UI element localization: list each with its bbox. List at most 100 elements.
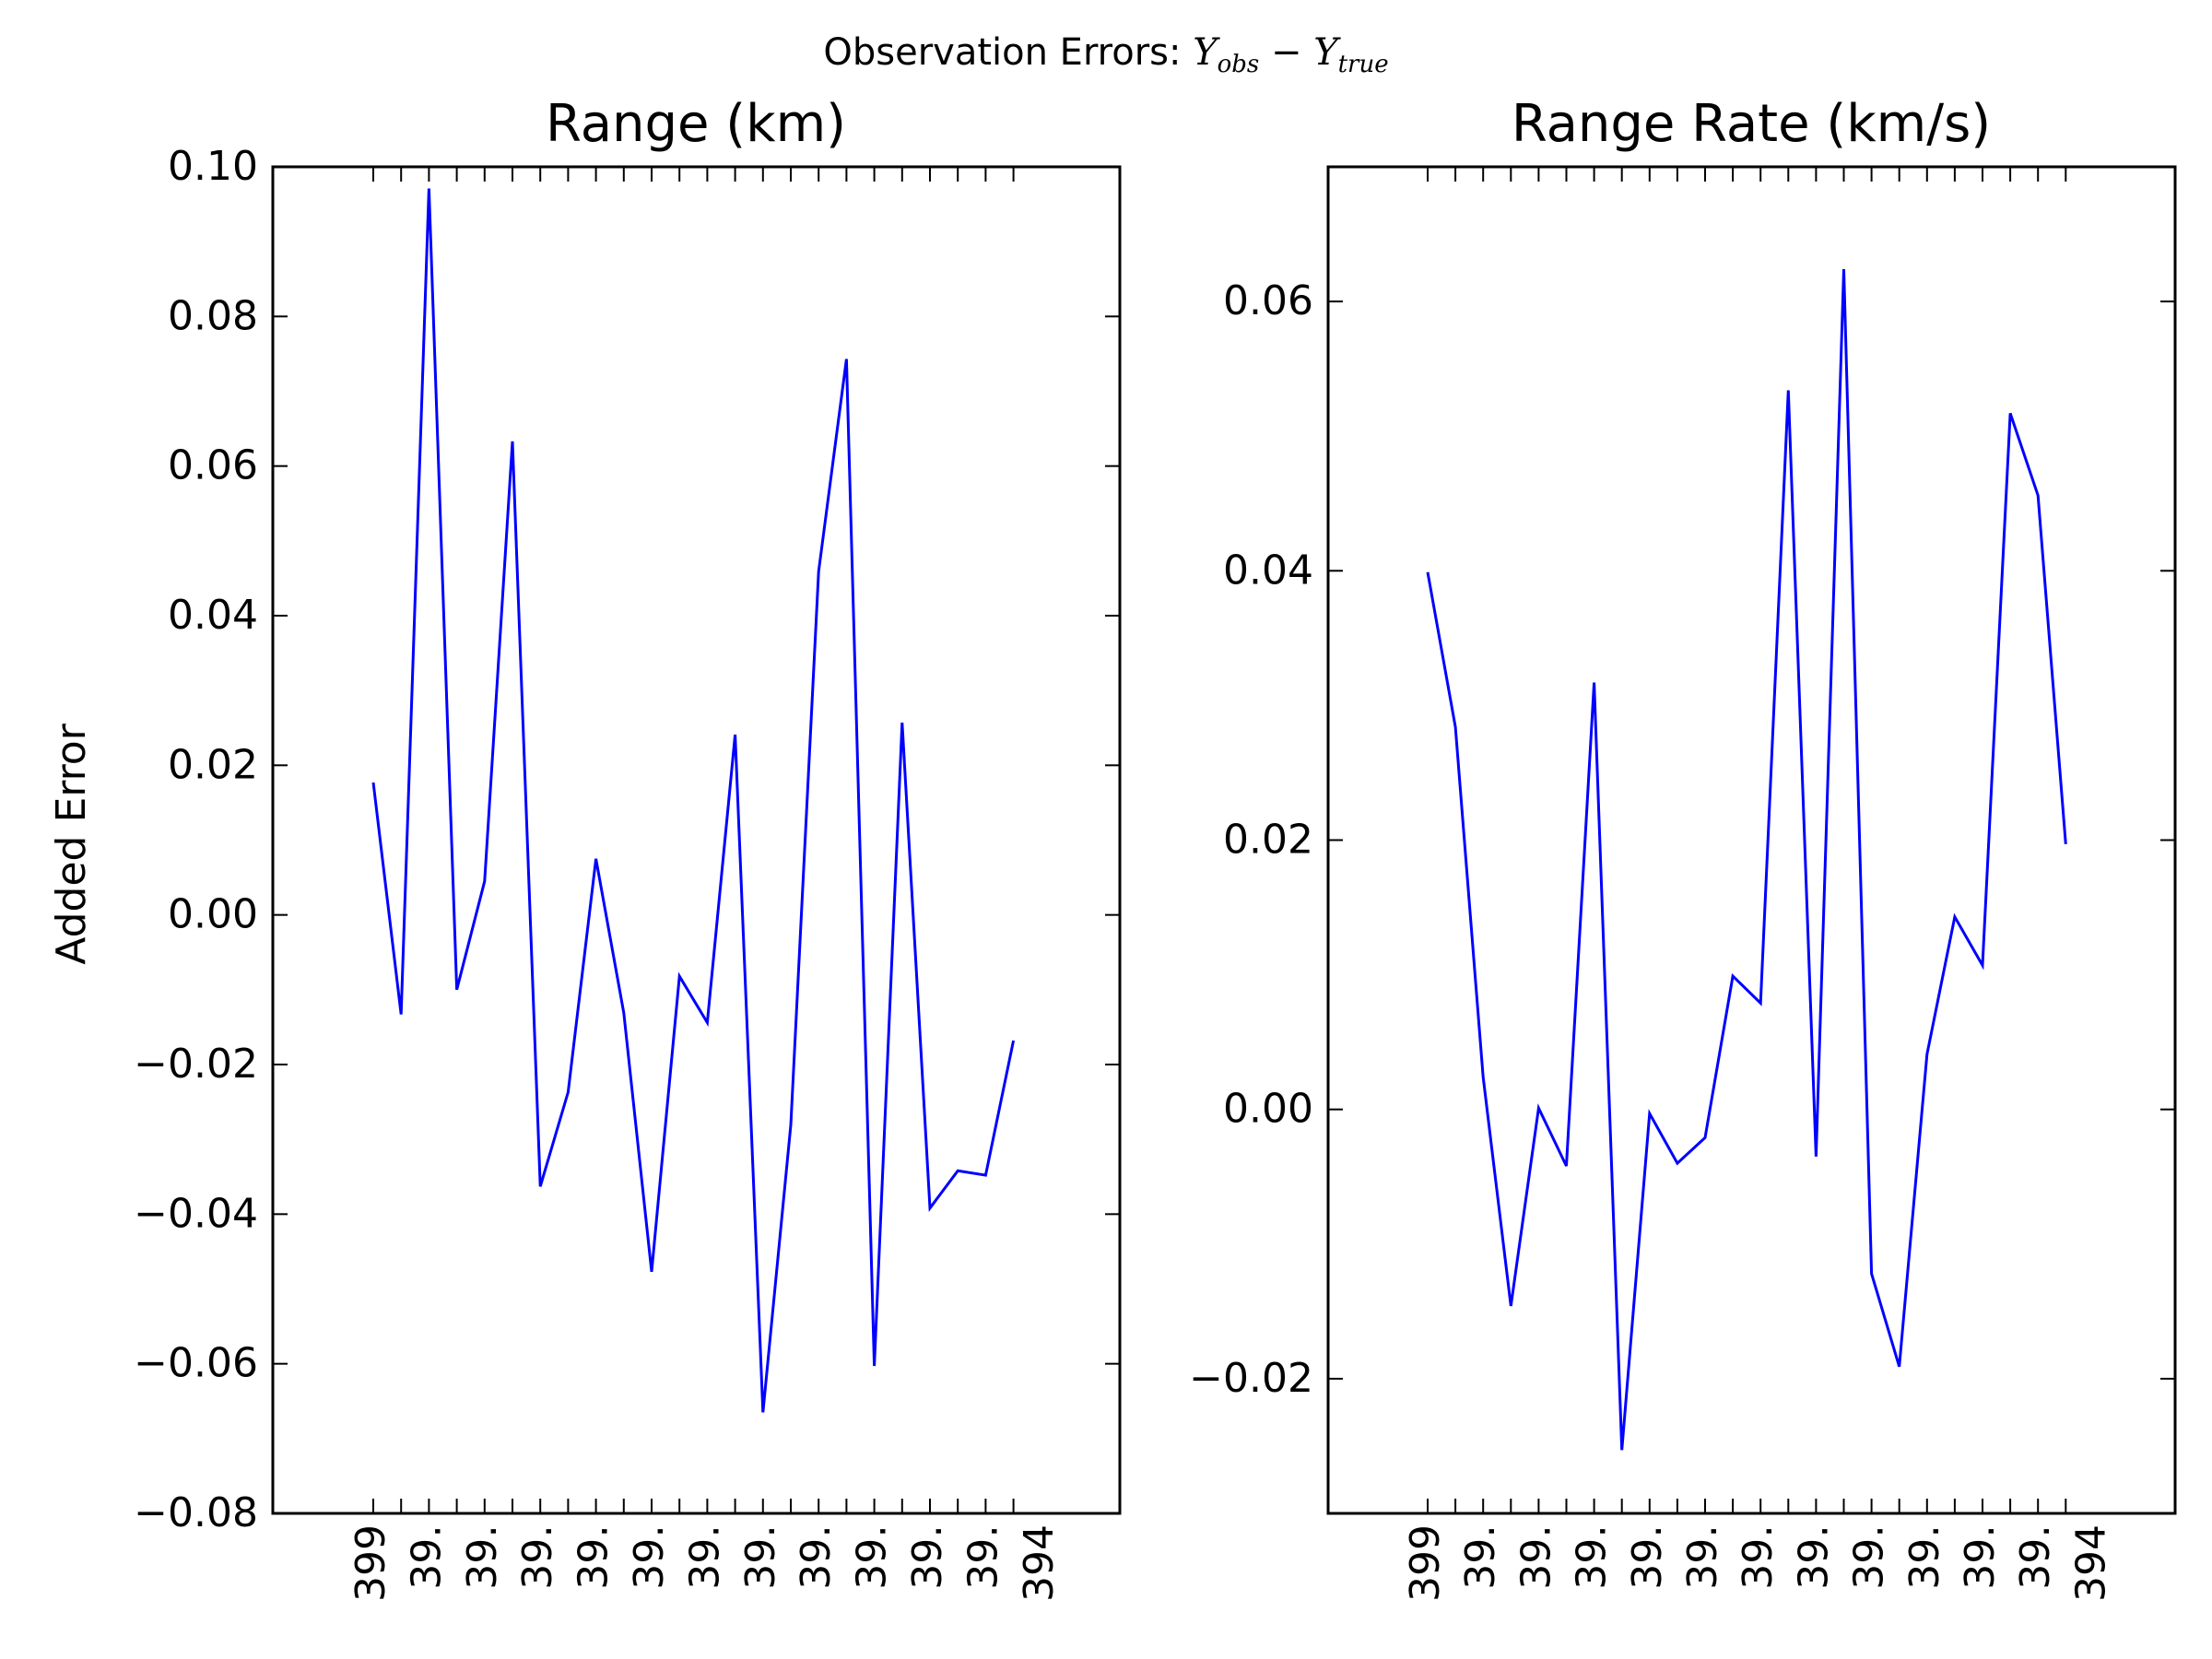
range-rate-data-point bbox=[1731, 974, 1735, 978]
range-rate-ytick-label: −0.02 bbox=[1189, 1355, 1313, 1402]
suptitle-math-a: Y bbox=[1193, 31, 1220, 74]
range-rate-error-points bbox=[1426, 267, 2067, 1452]
range-data-point bbox=[427, 187, 430, 191]
range-rate-xtick-label: 399 bbox=[1402, 1524, 1449, 1602]
range-rate-xtick-label: 39․ bbox=[1512, 1524, 1559, 1590]
range-subplot: Range (km) Added Error −0.08 −0.06 −0.04 −0… bbox=[48, 94, 1122, 1602]
range-ytick-label: 0.02 bbox=[168, 741, 258, 788]
range-xtick-label: 399 bbox=[347, 1524, 394, 1602]
range-data-point bbox=[928, 1206, 932, 1210]
range-rate-data-point bbox=[2064, 842, 2067, 846]
range-data-point bbox=[622, 1011, 626, 1015]
range-ytick-label: 0.04 bbox=[168, 592, 258, 639]
range-rate-xtick-label: 39․ bbox=[1457, 1524, 1504, 1590]
range-rate-xtick-label: 39․ bbox=[1790, 1524, 1837, 1590]
suptitle-prefix: Observation Errors: bbox=[823, 31, 1193, 74]
range-rate-data-point bbox=[2036, 493, 2040, 497]
range-data-point bbox=[538, 1184, 542, 1188]
suptitle-math-b-sub: true bbox=[1338, 51, 1389, 78]
range-ytick-label: 0.00 bbox=[168, 891, 258, 938]
range-data-point bbox=[844, 358, 848, 361]
range-rate-data-point bbox=[1676, 1161, 1679, 1165]
range-data-point bbox=[956, 1169, 959, 1172]
figure-suptitle: Observation Errors: Yobs − Ytrue bbox=[823, 31, 1388, 78]
range-rate-data-point bbox=[1981, 963, 1984, 967]
range-rate-data-point bbox=[1426, 571, 1430, 574]
range-data-point bbox=[677, 974, 681, 978]
range-data-point bbox=[983, 1173, 987, 1177]
range-xtick-label: 39․ bbox=[737, 1524, 784, 1590]
range-rate-ytick-label: 0.04 bbox=[1223, 547, 1313, 594]
range-data-point bbox=[705, 1021, 709, 1025]
range-rate-data-point bbox=[1453, 725, 1457, 729]
range-xtick-label: 39․ bbox=[849, 1524, 896, 1590]
range-rate-subplot: Range Rate (km/s) −0.02 0.00 0.02 0.04 0.06 3… bbox=[1189, 94, 2177, 1602]
range-data-point bbox=[511, 440, 514, 443]
range-data-point bbox=[455, 988, 459, 992]
range-rate-data-point bbox=[1536, 1106, 1540, 1110]
range-data-point bbox=[594, 857, 598, 861]
range-xtick-label: 39․ bbox=[681, 1524, 728, 1590]
range-data-point bbox=[817, 570, 820, 573]
range-ytick-label: −0.06 bbox=[134, 1340, 258, 1387]
range-data-point bbox=[650, 1270, 653, 1274]
range-data-point bbox=[1012, 1039, 1016, 1042]
range-rate-ytick-label: 0.00 bbox=[1223, 1086, 1313, 1133]
range-rate-xtick-label: 39․ bbox=[1679, 1524, 1726, 1590]
suptitle-math-minus: − bbox=[1259, 31, 1313, 74]
range-rate-data-point bbox=[1814, 1155, 1818, 1159]
range-data-point bbox=[734, 733, 737, 736]
range-xtick-label: 39․ bbox=[571, 1524, 618, 1590]
range-rate-xtick-label: 39․ bbox=[1735, 1524, 1782, 1590]
range-data-point bbox=[483, 879, 487, 883]
range-subplot-title: Range (km) bbox=[546, 94, 846, 154]
range-rate-error-series-line bbox=[1426, 268, 2067, 1451]
range-rate-xtick-label: 394 bbox=[2067, 1524, 2114, 1602]
range-xtick-label: 39․ bbox=[514, 1524, 561, 1590]
range-rate-data-point bbox=[1786, 389, 1790, 393]
range-xtick-label: 394 bbox=[1016, 1524, 1063, 1602]
range-rate-data-point bbox=[2008, 411, 2012, 415]
range-rate-data-point bbox=[1898, 1365, 1901, 1369]
range-ytick-label: 0.08 bbox=[168, 292, 258, 339]
range-data-point bbox=[873, 1364, 877, 1368]
range-rate-xtick-label: 39․ bbox=[1901, 1524, 1948, 1590]
range-rate-data-point bbox=[1509, 1304, 1512, 1308]
range-data-point bbox=[566, 1090, 570, 1094]
range-xtick-label: 39․ bbox=[904, 1524, 951, 1590]
range-rate-data-point bbox=[1925, 1053, 1929, 1056]
range-ytick-label: −0.04 bbox=[134, 1190, 258, 1237]
range-rate-data-point bbox=[1842, 267, 1846, 271]
range-rate-data-point bbox=[1703, 1135, 1707, 1139]
range-rate-data-point bbox=[1481, 1076, 1485, 1079]
range-xtick-label: 39․ bbox=[626, 1524, 673, 1590]
range-rate-data-point bbox=[1565, 1164, 1569, 1168]
range-rate-xtick-label: 39․ bbox=[2012, 1524, 2059, 1590]
range-rate-xtick-label: 39․ bbox=[1624, 1524, 1671, 1590]
range-rate-data-point bbox=[1620, 1448, 1624, 1452]
range-subplot-ticks: −0.08 −0.06 −0.04 −0.02 0.00 0.02 0.04 0.06 0.08… bbox=[134, 143, 1120, 1602]
suptitle-math-a-sub: obs bbox=[1218, 51, 1260, 78]
range-rate-xtick-label: 39․ bbox=[1569, 1524, 1616, 1590]
range-ytick-label: −0.02 bbox=[134, 1041, 258, 1088]
range-xtick-label: 39․ bbox=[459, 1524, 506, 1590]
suptitle-math-b: Y bbox=[1313, 31, 1341, 74]
range-error-series-line bbox=[371, 188, 1016, 1413]
range-data-point bbox=[399, 1013, 403, 1017]
range-ytick-label: 0.10 bbox=[168, 143, 258, 190]
range-rate-data-point bbox=[1593, 681, 1596, 685]
range-xtick-label: 39․ bbox=[959, 1524, 1006, 1590]
range-rate-xtick-label: 39․ bbox=[1957, 1524, 2004, 1590]
range-data-point bbox=[761, 1410, 765, 1414]
range-subplot-frame bbox=[271, 165, 1122, 1515]
range-ytick-label: −0.08 bbox=[134, 1489, 258, 1536]
range-xtick-label: 39․ bbox=[793, 1524, 840, 1590]
range-rate-data-point bbox=[1759, 1001, 1762, 1005]
range-subplot-ylabel: Added Error bbox=[48, 723, 95, 964]
range-rate-data-point bbox=[1648, 1112, 1652, 1115]
range-rate-data-point bbox=[1870, 1272, 1874, 1276]
range-rate-data-point bbox=[1953, 915, 1957, 919]
range-rate-xtick-label: 39․ bbox=[1846, 1524, 1893, 1590]
